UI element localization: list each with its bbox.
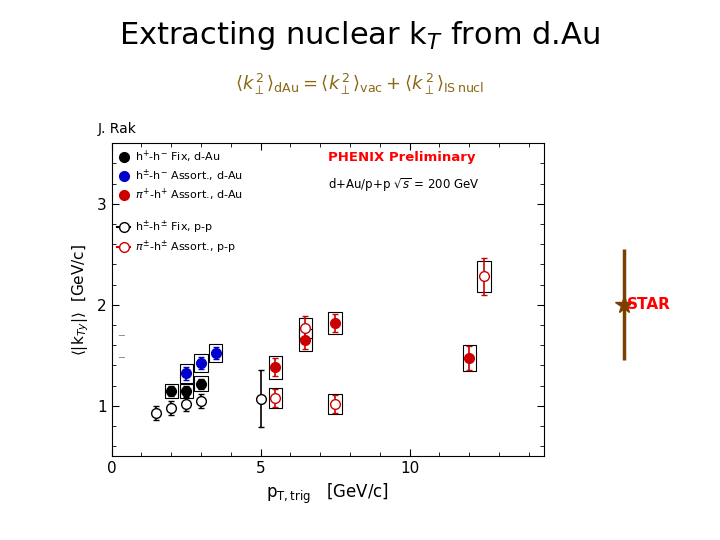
Bar: [299, 318, 312, 338]
Text: ─: ─: [118, 353, 124, 363]
Text: d+Au/p+p $\sqrt{s}$ = 200 GeV: d+Au/p+p $\sqrt{s}$ = 200 GeV: [328, 176, 479, 194]
Bar: [194, 376, 207, 390]
Text: ─: ─: [118, 330, 124, 341]
Bar: [179, 383, 193, 397]
Bar: [462, 345, 476, 372]
Bar: [165, 383, 178, 397]
Bar: [210, 344, 222, 362]
Bar: [179, 364, 193, 382]
Text: STAR: STAR: [627, 297, 671, 312]
Bar: [299, 329, 312, 351]
Y-axis label: $\langle$|k$_{Ty}$|$\rangle$  [GeV/c]: $\langle$|k$_{Ty}$|$\rangle$ [GeV/c]: [71, 244, 91, 356]
Bar: [269, 356, 282, 379]
Bar: [328, 394, 341, 414]
Bar: [194, 354, 207, 373]
Text: J. Rak: J. Rak: [97, 122, 136, 136]
Legend: h$^{+}$-h$^{-}$ Fix, d-Au, h$^{\pm}$-h$^{-}$ Assort., d-Au, $\pi^{+}$-h$^{+}$ As: h$^{+}$-h$^{-}$ Fix, d-Au, h$^{\pm}$-h$^…: [115, 146, 245, 258]
Bar: [269, 388, 282, 408]
Bar: [477, 261, 490, 292]
Text: PHENIX Preliminary: PHENIX Preliminary: [328, 151, 475, 164]
Text: $\langle k_{\perp}^{\,2}\rangle_{\rm dAu} = \langle k_{\perp}^{\,2}\rangle_{\rm : $\langle k_{\perp}^{\,2}\rangle_{\rm dAu…: [235, 71, 485, 97]
Bar: [328, 312, 341, 334]
X-axis label: p$_{\rm T,trig}$   [GeV/c]: p$_{\rm T,trig}$ [GeV/c]: [266, 482, 389, 506]
Text: Extracting nuclear k$_{T}$ from d.Au: Extracting nuclear k$_{T}$ from d.Au: [120, 19, 600, 52]
